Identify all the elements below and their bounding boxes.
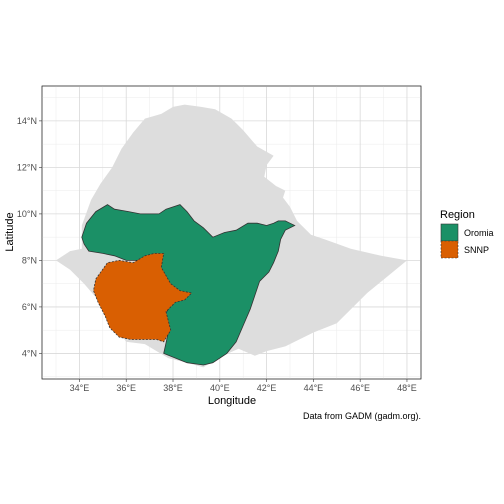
y-tick-label: 12°N (17, 162, 37, 172)
x-tick-label: 42°E (257, 383, 277, 393)
x-tick-label: 40°E (210, 383, 230, 393)
x-tick-label: 44°E (304, 383, 324, 393)
caption: Data from GADM (gadm.org). (303, 411, 421, 421)
region-snnp (93, 252, 193, 343)
legend: Region Oromia SNNP (440, 209, 494, 259)
y-tick-label: 14°N (17, 116, 37, 126)
y-tick-label: 4°N (22, 348, 37, 358)
panel-border (41, 85, 422, 380)
x-tick-label: 46°E (350, 383, 370, 393)
legend-label-oromia: Oromia (464, 228, 494, 238)
axis-ticks: 34°E 36°E 38°E 40°E 42°E 44°E 46°E 48°E 4°N 6°N 8°… (17, 116, 417, 393)
y-tick-label: 6°N (22, 302, 37, 312)
x-axis-title: Longitude (208, 395, 256, 407)
legend-title: Region (440, 209, 475, 221)
y-tick-label: 10°N (17, 209, 37, 219)
x-tick-label: 38°E (163, 383, 183, 393)
regions (56, 104, 407, 368)
x-tick-label: 34°E (70, 383, 90, 393)
legend-key-oromia (440, 223, 459, 242)
legend-label-snnp: SNNP (464, 245, 489, 255)
legend-key-snnp (440, 240, 459, 259)
y-tick-label: 8°N (22, 255, 37, 265)
y-axis-title: Latitude (4, 212, 16, 251)
x-tick-label: 48°E (397, 383, 417, 393)
x-tick-label: 36°E (116, 383, 136, 393)
